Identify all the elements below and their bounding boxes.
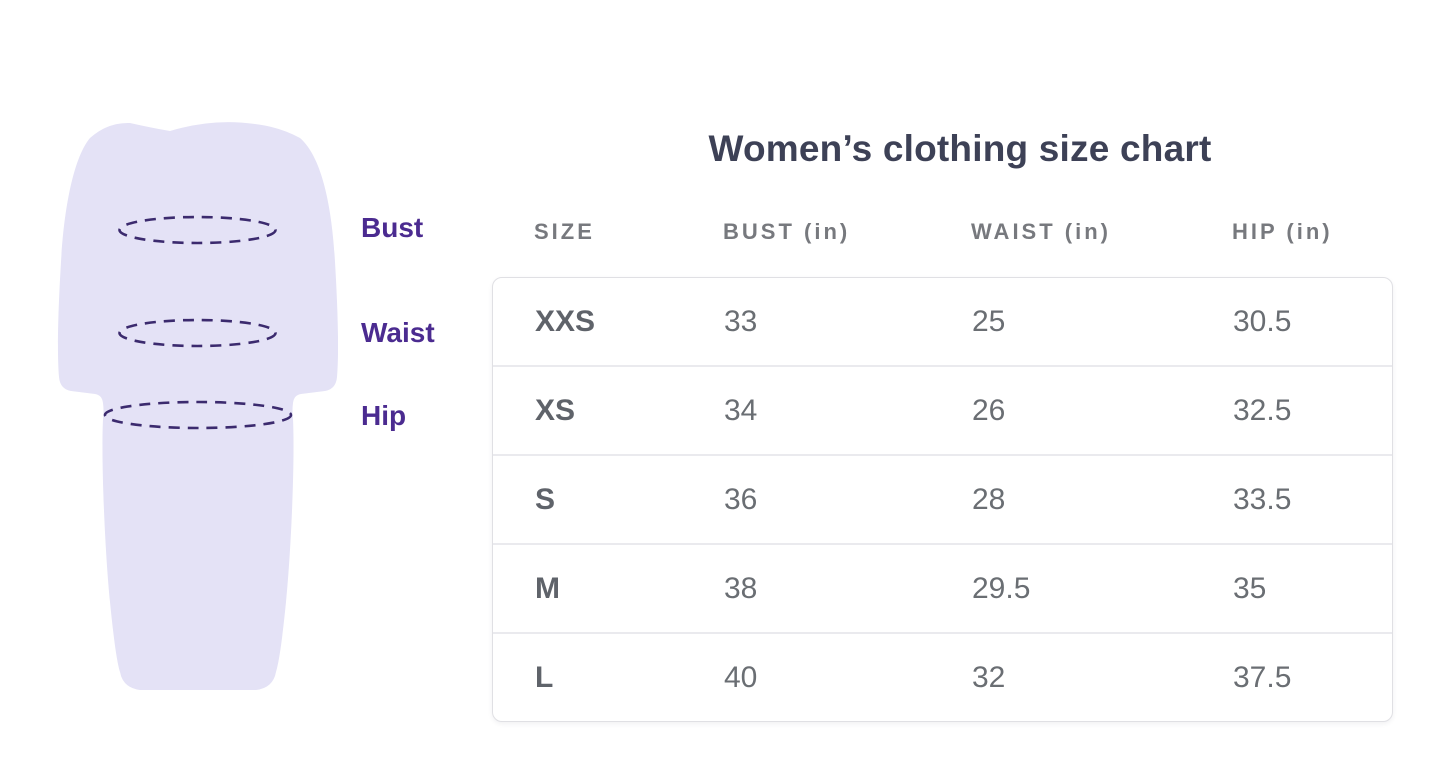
waist-cell: 26 xyxy=(972,393,1006,427)
waist-measure-ellipse xyxy=(118,318,277,348)
waist-cell: 28 xyxy=(972,482,1006,516)
table-row: XXS 33 25 30.5 xyxy=(493,278,1392,365)
bust-cell: 40 xyxy=(724,660,758,694)
size-cell: XS xyxy=(535,393,576,427)
column-header-waist: WAIST (in) xyxy=(971,219,1111,244)
size-cell: M xyxy=(535,571,560,605)
hip-cell: 30.5 xyxy=(1233,304,1292,338)
table-row: M 38 29.5 35 xyxy=(493,543,1392,632)
column-header-size: SIZE xyxy=(534,219,595,244)
bust-cell: 34 xyxy=(724,393,758,427)
bust-label: Bust xyxy=(361,212,424,243)
table-row: XS 34 26 32.5 xyxy=(493,365,1392,454)
bust-cell: 38 xyxy=(724,571,758,605)
page-title: Women’s clothing size chart xyxy=(708,127,1212,169)
size-cell: L xyxy=(535,660,554,694)
hip-cell: 33.5 xyxy=(1233,482,1292,516)
waist-cell: 29.5 xyxy=(972,571,1031,605)
hip-label: Hip xyxy=(361,400,407,431)
size-cell: S xyxy=(535,482,556,516)
bust-cell: 33 xyxy=(724,304,758,338)
waist-cell: 25 xyxy=(972,304,1006,338)
table-row: L 40 32 37.5 xyxy=(493,632,1392,721)
hip-cell: 37.5 xyxy=(1233,660,1292,694)
hip-measure-ellipse xyxy=(103,400,293,430)
column-header-bust: BUST (in) xyxy=(723,219,851,244)
waist-label: Waist xyxy=(361,317,435,348)
size-cell: XXS xyxy=(535,304,596,338)
hip-cell: 35 xyxy=(1233,571,1267,605)
bust-cell: 36 xyxy=(724,482,758,516)
hip-cell: 32.5 xyxy=(1233,393,1292,427)
table-header-row: SIZE BUST (in) WAIST (in) HIP (in) xyxy=(492,219,1393,245)
waist-cell: 32 xyxy=(972,660,1006,694)
dress-illustration xyxy=(57,122,338,690)
bust-measure-ellipse xyxy=(118,215,277,245)
size-table: XXS 33 25 30.5 XS 34 26 32.5 S 36 28 33.… xyxy=(492,277,1393,722)
table-row: S 36 28 33.5 xyxy=(493,454,1392,543)
column-header-hip: HIP (in) xyxy=(1232,219,1333,244)
dress-silhouette xyxy=(57,122,338,690)
